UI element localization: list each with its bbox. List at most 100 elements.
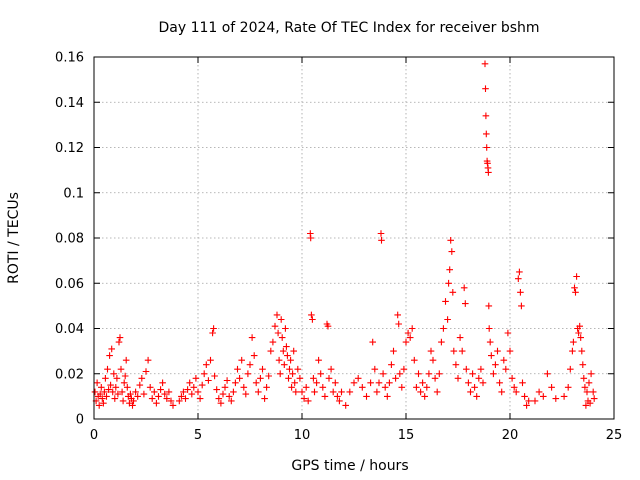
- data-point: [169, 402, 177, 409]
- data-point: [267, 347, 275, 355]
- data-point: [153, 399, 160, 407]
- x-tick-label: 20: [502, 428, 519, 443]
- data-point: [310, 375, 317, 382]
- data-point: [415, 370, 422, 378]
- y-tick-label: 0: [76, 413, 84, 428]
- data-point: [367, 379, 374, 387]
- data-point: [311, 388, 318, 396]
- data-point: [259, 365, 266, 373]
- data-point: [252, 379, 260, 387]
- y-tick-label: 0.14: [55, 96, 84, 111]
- data-point: [571, 284, 578, 292]
- data-point: [494, 347, 501, 355]
- data-point: [369, 338, 376, 346]
- data-point: [404, 329, 412, 337]
- data-point: [217, 399, 225, 407]
- data-point: [203, 361, 210, 368]
- data-point: [448, 248, 456, 255]
- data-point: [400, 365, 408, 373]
- data-point: [386, 379, 393, 387]
- data-point: [209, 329, 216, 337]
- data-point: [93, 379, 101, 387]
- data-point: [119, 397, 127, 405]
- data-point: [176, 397, 183, 405]
- data-point: [485, 169, 492, 176]
- data-point: [228, 397, 235, 405]
- data-point: [460, 284, 468, 292]
- data-point: [225, 393, 233, 400]
- chart-title: Day 111 of 2024, Rate Of TEC Index for r…: [158, 20, 539, 36]
- data-point: [134, 393, 141, 400]
- data-point: [132, 388, 139, 396]
- data-point: [198, 381, 206, 389]
- data-point: [463, 365, 470, 373]
- data-point: [205, 377, 212, 384]
- data-point: [548, 384, 555, 391]
- data-point: [469, 370, 476, 378]
- data-point: [371, 365, 379, 373]
- data-point: [120, 379, 128, 387]
- data-point: [573, 273, 580, 280]
- data-point: [140, 390, 148, 398]
- data-point: [163, 395, 171, 402]
- data-point: [490, 370, 497, 378]
- data-point: [334, 393, 341, 400]
- data-point: [285, 375, 292, 382]
- x-tick-label: 10: [294, 428, 311, 443]
- data-point: [91, 388, 99, 396]
- data-point: [423, 384, 431, 391]
- data-point: [234, 365, 241, 373]
- data-point: [544, 370, 551, 378]
- data-point: [118, 388, 126, 396]
- data-point: [508, 375, 516, 382]
- data-point: [122, 356, 130, 364]
- data-point: [302, 384, 310, 391]
- data-point: [589, 388, 597, 396]
- data-point: [309, 316, 316, 323]
- data-point: [523, 402, 530, 409]
- data-point: [115, 338, 123, 346]
- data-point: [317, 370, 324, 378]
- data-point: [395, 320, 402, 328]
- data-point: [127, 390, 134, 398]
- data-point: [569, 347, 576, 355]
- data-point: [165, 388, 173, 396]
- data-point: [211, 372, 218, 380]
- data-point: [188, 390, 196, 398]
- data-point: [515, 275, 522, 282]
- data-point: [223, 377, 231, 384]
- data-point: [390, 347, 397, 355]
- data-point: [517, 289, 524, 296]
- data-point: [215, 395, 223, 402]
- data-point: [560, 393, 568, 400]
- data-point: [477, 365, 485, 373]
- grid: [94, 57, 614, 419]
- data-point: [488, 352, 495, 359]
- y-tick-label: 0.06: [55, 277, 84, 292]
- data-point: [576, 322, 583, 330]
- data-point: [421, 393, 428, 400]
- data-point: [375, 379, 383, 387]
- data-point: [512, 388, 520, 396]
- x-tick-labels: 0 5 10 15 20 25: [90, 428, 622, 443]
- data-point: [582, 402, 590, 409]
- y-tick-label: 0.16: [55, 51, 84, 66]
- data-point: [406, 334, 414, 341]
- data-point: [192, 375, 200, 382]
- data-point: [261, 395, 268, 402]
- data-point: [248, 334, 256, 341]
- data-point: [500, 356, 508, 364]
- data-point: [288, 384, 295, 391]
- data-point: [109, 388, 116, 396]
- data-point: [271, 322, 279, 330]
- data-point: [194, 388, 202, 396]
- data-point: [157, 386, 164, 393]
- data-point: [485, 325, 493, 332]
- data-point: [482, 85, 489, 92]
- data-points: [91, 60, 598, 409]
- data-point: [102, 375, 109, 382]
- data-point: [350, 379, 358, 387]
- data-point: [263, 384, 270, 391]
- data-point: [319, 384, 327, 391]
